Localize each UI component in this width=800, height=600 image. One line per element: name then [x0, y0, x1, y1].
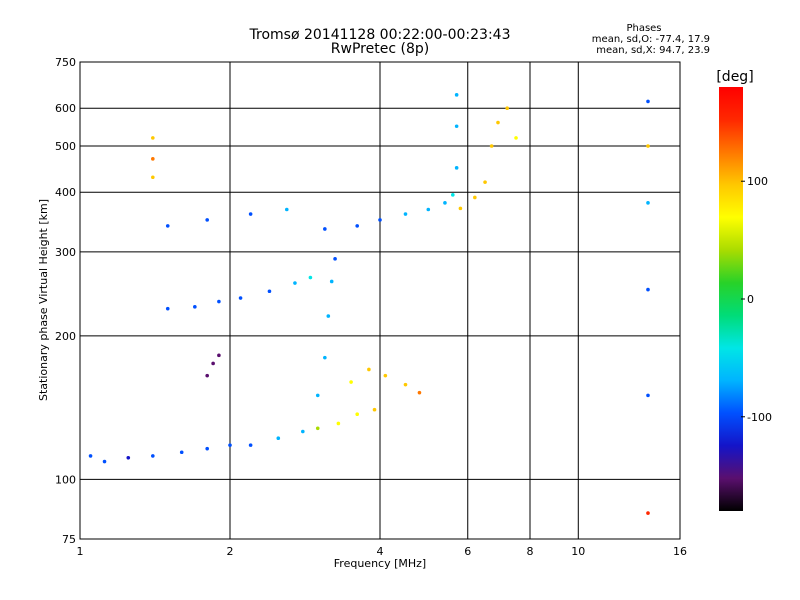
data-point: [205, 373, 209, 378]
data-point: [217, 299, 221, 304]
data-point: [646, 144, 650, 148]
data-point: [646, 393, 650, 398]
phases-heading: Phases: [626, 23, 661, 34]
data-point: [454, 124, 459, 129]
data-point: [383, 373, 388, 378]
colorbar-tick-label: -100: [747, 411, 772, 424]
data-point: [646, 201, 650, 205]
data-point: [276, 436, 281, 441]
data-point: [88, 454, 93, 458]
data-point: [151, 454, 155, 458]
colorbar-tick-label: 100: [747, 175, 768, 188]
data-point: [205, 446, 209, 451]
x-axis-ticks: 1 2 4 6 8 10 16: [77, 545, 688, 558]
y-tick-label: 100: [55, 473, 76, 486]
data-point: [323, 227, 327, 231]
data-point: [151, 136, 155, 140]
data-point: [267, 289, 272, 294]
x-tick-label: 4: [377, 545, 384, 558]
data-point: [403, 212, 408, 216]
data-point: [179, 450, 184, 455]
data-point: [308, 275, 313, 280]
colorbar-gradient: [719, 87, 743, 511]
x-axis-label: Frequency [MHz]: [334, 557, 426, 570]
data-point: [483, 180, 487, 184]
data-point: [403, 382, 408, 387]
data-point: [367, 367, 371, 372]
chart-subtitle: RwPretec (8p): [331, 41, 429, 57]
data-point: [151, 157, 155, 161]
data-point: [454, 93, 459, 97]
data-point: [315, 426, 320, 431]
data-point: [505, 106, 509, 111]
x-tick-label: 6: [464, 545, 471, 558]
y-tick-label: 750: [55, 56, 76, 69]
data-point: [646, 287, 650, 292]
x-tick-label: 8: [527, 545, 534, 558]
data-point: [165, 224, 170, 228]
plot-area: 1 2 4 6 8 10 16 75 100 200 300 400 500 600 750: [55, 56, 687, 558]
data-point: [238, 296, 243, 300]
data-point: [329, 279, 334, 284]
data-point: [165, 306, 170, 311]
data-point: [315, 393, 320, 398]
x-tick-label: 2: [227, 545, 234, 558]
colorbar-label: [deg]: [716, 69, 753, 85]
data-point: [443, 201, 447, 205]
x-tick-label: 16: [673, 545, 687, 558]
data-point: [426, 207, 431, 212]
data-point: [333, 257, 337, 261]
data-point: [217, 353, 221, 358]
data-point: [378, 218, 382, 222]
y-tick-label: 200: [55, 330, 76, 343]
data-point: [301, 429, 305, 434]
data-point: [417, 390, 422, 395]
y-tick-label: 600: [55, 102, 76, 115]
y-tick-label: 300: [55, 246, 76, 259]
data-point: [454, 166, 459, 170]
phases-o-line: mean, sd,O: -77.4, 17.9: [592, 34, 710, 45]
data-point: [248, 443, 253, 447]
data-point: [126, 455, 131, 460]
data-point: [355, 412, 359, 416]
data-point: [646, 99, 650, 104]
data-point: [326, 314, 331, 318]
data-point: [248, 212, 253, 216]
data-point: [473, 195, 477, 200]
x-tick-label: 10: [571, 545, 585, 558]
colorbar-ticks: 100 0 -100: [741, 175, 772, 424]
data-point: [489, 144, 494, 148]
data-point: [284, 207, 289, 212]
grid-lines: [80, 62, 680, 539]
data-point: [211, 361, 215, 366]
data-point: [646, 511, 650, 515]
data-point: [458, 206, 463, 211]
y-axis-label: Stationary phase Virtual Height [km]: [37, 199, 50, 401]
y-axis-ticks: 75 100 200 300 400 500 600 750: [55, 56, 76, 546]
data-point: [151, 175, 155, 180]
data-point: [349, 380, 353, 384]
y-tick-label: 500: [55, 140, 76, 153]
data-point: [372, 407, 377, 412]
data-point: [193, 305, 197, 309]
data-point: [205, 218, 209, 222]
data-point: [514, 136, 518, 140]
data-point: [451, 193, 455, 197]
x-tick-label: 1: [77, 545, 84, 558]
data-points: [88, 93, 650, 515]
y-tick-label: 75: [62, 533, 76, 546]
data-point: [496, 120, 500, 125]
colorbar: [deg] 100 0 -100: [716, 69, 772, 511]
y-tick-label: 400: [55, 186, 76, 199]
data-point: [336, 421, 341, 426]
colorbar-tick-label: 0: [747, 293, 754, 306]
data-point: [355, 224, 359, 228]
data-point: [102, 459, 107, 464]
chart-title: Tromsø 20141128 00:22:00-00:23:43: [249, 27, 511, 43]
data-point: [323, 355, 327, 360]
phases-x-line: mean, sd,X: 94.7, 23.9: [596, 45, 710, 56]
data-point: [293, 281, 297, 285]
data-point: [228, 443, 232, 447]
